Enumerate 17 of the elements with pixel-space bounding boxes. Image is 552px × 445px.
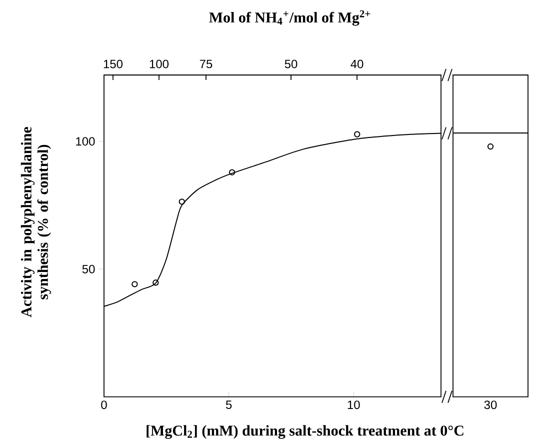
x-tick-label: 10 <box>348 400 360 410</box>
point <box>228 169 236 176</box>
point <box>354 131 360 138</box>
text: 150 <box>104 60 123 68</box>
x-tick-label: 30 <box>484 400 497 410</box>
point <box>152 280 159 286</box>
y-axis-title: Activity in polyphenylalanine synthesis (% of control) <box>20 126 52 318</box>
text: 100 <box>150 60 169 68</box>
text: 50 <box>284 60 298 68</box>
text: 40 <box>350 60 364 68</box>
point <box>132 281 138 288</box>
x-axis-title: [MgCl$_{2}$] (mM) during salt-shock treatment at 0°C <box>146 425 464 439</box>
text: 75 <box>200 60 212 68</box>
point <box>178 198 185 205</box>
x-tick-label: 0 <box>101 400 107 410</box>
x2-axis-title: Mol of NH$_{4}$$^{+}$/mol of Mg$^{2+}$ <box>209 10 370 26</box>
x-tick-label: 5 <box>226 400 232 409</box>
